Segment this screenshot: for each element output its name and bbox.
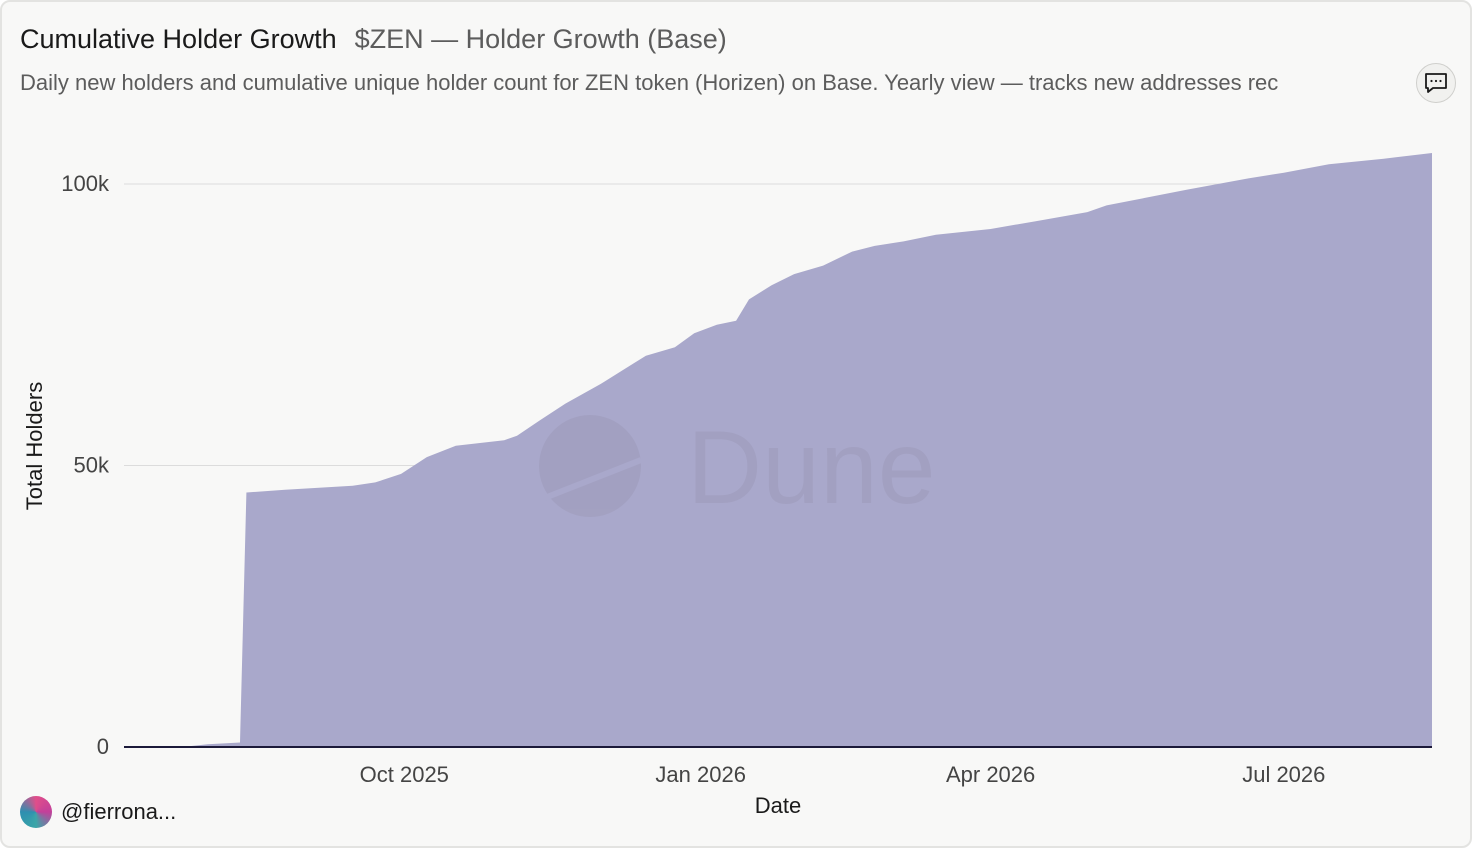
chart-description: Daily new holders and cumulative unique … [20,70,1279,95]
chart-title: Cumulative Holder Growth [20,24,337,54]
chart-header: Cumulative Holder Growth $ZEN — Holder G… [20,24,727,55]
y-axis-title: Total Holders [22,382,47,510]
x-tick-label: Jul 2026 [1242,762,1325,787]
comment-icon [1425,73,1447,93]
x-tick-label: Oct 2025 [360,762,449,787]
y-tick-label: 0 [97,734,109,759]
x-tick-label: Apr 2026 [946,762,1035,787]
dune-logo-stripe [540,457,643,502]
y-tick-label: 50k [74,453,110,478]
holders-area [124,153,1432,747]
x-axis-title: Date [755,793,801,818]
footer: @fierrona... [20,796,176,828]
y-tick-label: 100k [61,171,110,196]
author-name[interactable]: @fierrona... [61,799,177,824]
x-tick-labels: Oct 2025 Jan 2026 Apr 2026 Jul 2026 [360,762,1326,787]
comment-button[interactable] [1416,63,1456,103]
y-tick-labels: 0 50k 100k [61,171,110,759]
avatar[interactable] [20,796,52,828]
watermark-text: Dune [687,410,936,526]
x-tick-label: Jan 2026 [655,762,746,787]
chart-subtitle: $ZEN — Holder Growth (Base) [354,24,727,54]
dune-watermark: Dune [539,410,936,526]
